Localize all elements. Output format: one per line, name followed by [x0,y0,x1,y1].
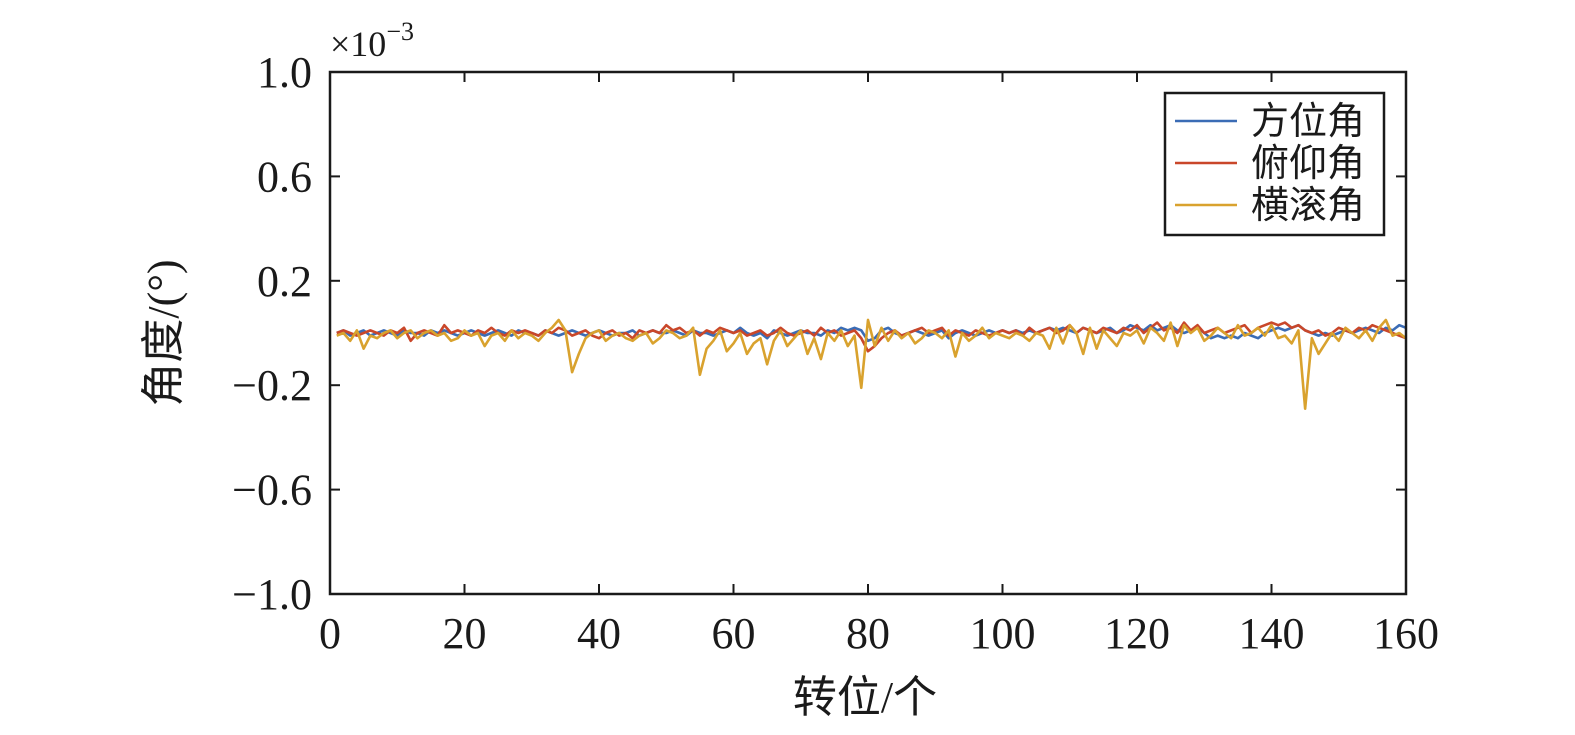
legend-label: 方位角 [1251,101,1365,143]
plot-frame [328,70,1408,596]
x-tick-label: 60 [712,609,756,658]
x-axis-label: 转位/个 [793,673,937,722]
y-tick-label: 0.6 [257,152,312,201]
x-tick-label: 120 [1104,609,1170,658]
y-multiplier-exponent: −3 [386,17,414,46]
legend-label: 横滚角 [1251,185,1365,227]
y-tick-label: −1.0 [232,570,312,619]
y-tick-label: −0.2 [232,361,312,410]
x-tick-label: 160 [1373,609,1439,658]
y-multiplier-base: ×10 [330,24,386,64]
x-tick-label: 0 [319,609,341,658]
y-multiplier: ×10−3 [330,17,414,64]
y-tick-label: 0.2 [257,257,312,306]
y-tick-label: 1.0 [257,48,312,97]
x-tick-label: 20 [443,609,487,658]
y-tick-label: −0.6 [232,466,312,515]
x-tick-label: 80 [846,609,890,658]
y-axis-label: 角度/(°) [139,259,188,406]
legend-label: 俯仰角 [1251,143,1365,185]
series-line [336,321,1407,353]
x-tick-label: 100 [970,609,1036,658]
x-tick-label: 40 [577,609,621,658]
x-tick-label: 140 [1239,609,1305,658]
series-line [336,318,1407,410]
